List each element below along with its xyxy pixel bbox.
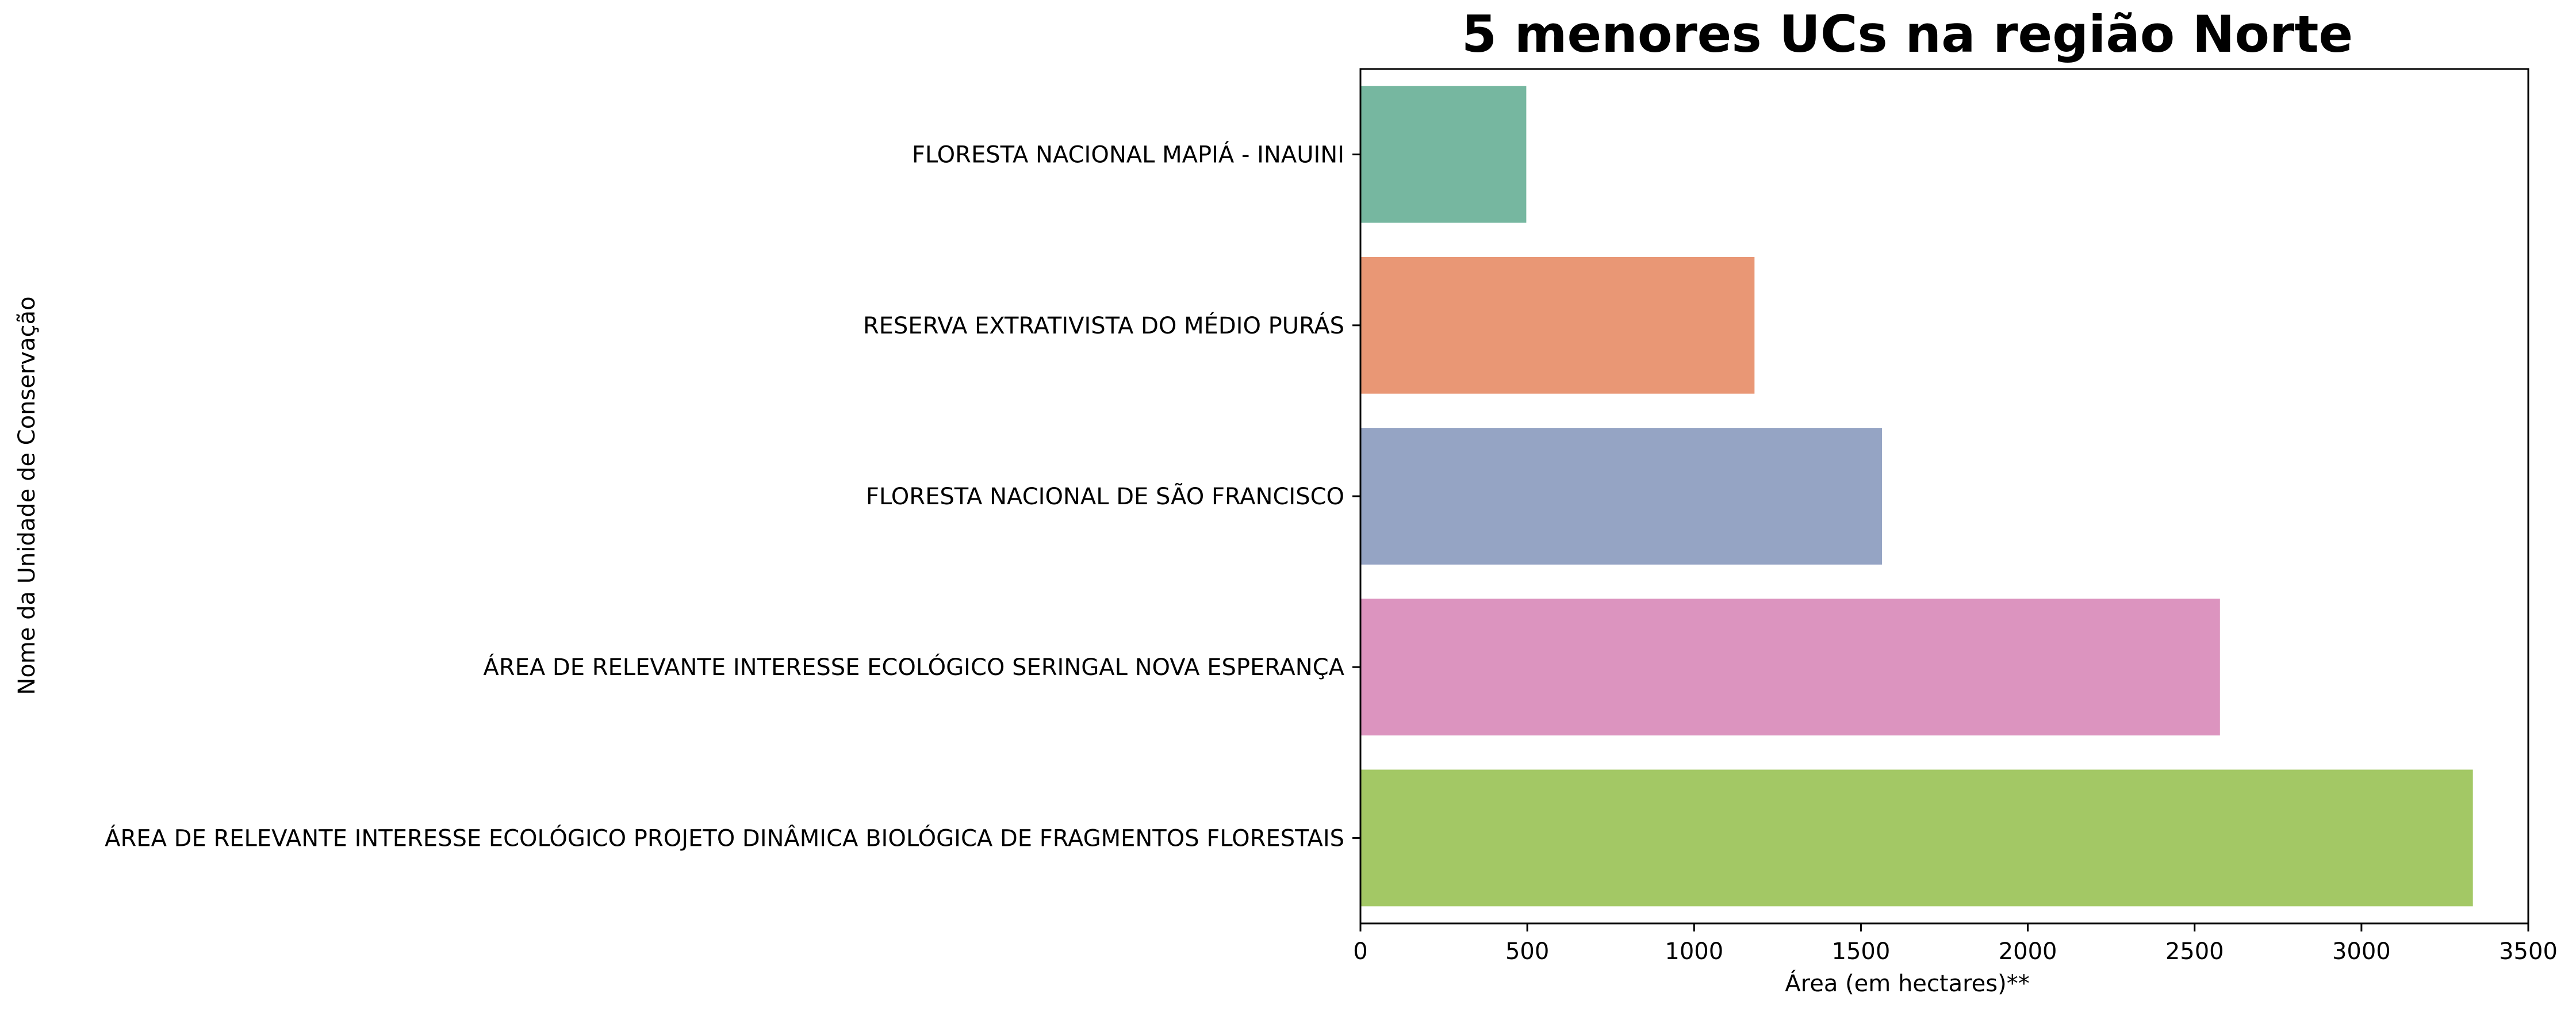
bar: [1360, 86, 1527, 223]
y-tick-label: ÁREA DE RELEVANTE INTERESSE ECOLÓGICO PR…: [105, 824, 1344, 852]
y-axis-label: Nome da Unidade de Conservação: [14, 296, 40, 695]
x-tick-label: 500: [1505, 938, 1549, 965]
x-tick-label: 3500: [2499, 938, 2558, 965]
bar: [1360, 599, 2220, 736]
bar: [1360, 428, 1882, 565]
x-axis-label: Área (em hectares)**: [1785, 969, 2029, 997]
y-tick-label: FLORESTA NACIONAL DE SÃO FRANCISCO: [866, 482, 1344, 510]
y-tick-label: RESERVA EXTRATIVISTA DO MÉDIO PURÁS: [863, 312, 1344, 339]
chart-title: 5 menores UCs na região Norte: [1462, 5, 2353, 64]
x-axis-ticks: 0 500 1000 1500 2000 2500 3000 3500: [1353, 923, 2558, 965]
x-tick-label: 1500: [1832, 938, 1891, 965]
x-tick-label: 0: [1353, 938, 1367, 965]
bar: [1360, 256, 1755, 394]
plot-frame: [1359, 68, 2529, 925]
bars-group: [1360, 86, 2473, 907]
y-tick-label: ÁREA DE RELEVANTE INTERESSE ECOLÓGICO SE…: [483, 653, 1344, 681]
y-tick-label: FLORESTA NACIONAL MAPIÁ - INAUINI: [912, 141, 1344, 168]
x-tick-label: 3000: [2332, 938, 2391, 965]
x-tick-label: 2000: [1999, 938, 2057, 965]
x-tick-label: 2500: [2165, 938, 2224, 965]
x-tick-label: 1000: [1665, 938, 1723, 965]
bar: [1360, 769, 2473, 907]
y-axis-ticks: FLORESTA NACIONAL MAPIÁ - INAUINI RESERVA…: [105, 141, 1360, 852]
